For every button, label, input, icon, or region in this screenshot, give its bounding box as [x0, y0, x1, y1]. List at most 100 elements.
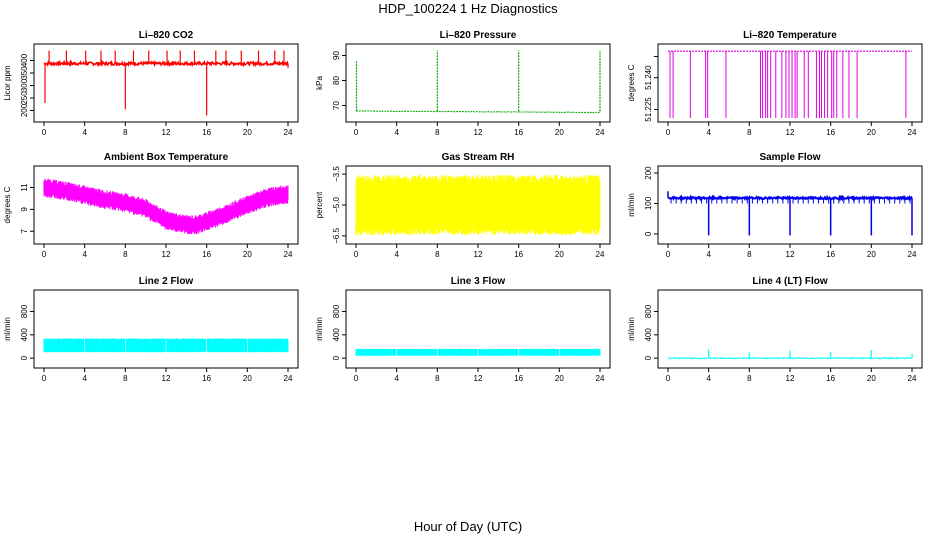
series	[43, 338, 289, 353]
panel-title: Li–820 Temperature	[743, 30, 837, 41]
x-tick-label: 12	[474, 128, 483, 137]
y-tick-label: 0	[332, 355, 341, 360]
x-tick-label: 0	[42, 250, 47, 259]
panel-title: Li–820 Pressure	[440, 30, 517, 41]
y-tick-label: 80	[332, 76, 341, 85]
x-tick-label: 24	[596, 374, 605, 383]
x-tick-label: 4	[394, 128, 399, 137]
panel-9: Line 4 (LT) Flow ml/min 0 4 8 12 16 20 24 0 400 800	[627, 276, 923, 383]
panel-title: Line 3 Flow	[451, 276, 506, 287]
y-tick-label: 800	[644, 304, 653, 318]
x-tick-label: 12	[786, 250, 795, 259]
x-tick-label: 4	[394, 374, 399, 383]
y-axis-label: kPa	[315, 76, 324, 90]
panel-title: Line 2 Flow	[139, 276, 194, 287]
x-tick-label: 16	[826, 250, 835, 259]
series	[668, 50, 912, 118]
x-tick-label: 24	[596, 250, 605, 259]
y-tick-label: 800	[332, 304, 341, 318]
panel-title: Line 4 (LT) Flow	[752, 276, 828, 287]
x-axis-label: Hour of Day (UTC)	[413, 519, 523, 534]
y-tick-label: 11	[20, 183, 29, 192]
x-tick-label: 0	[666, 374, 671, 383]
y-tick-label: 400	[20, 328, 29, 342]
series-line	[355, 110, 601, 114]
x-tick-label: 24	[908, 374, 917, 383]
y-axis-label: degrees C	[627, 64, 636, 101]
x-tick-label: 12	[162, 374, 171, 383]
x-tick-label: 16	[514, 250, 523, 259]
x-tick-label: 12	[162, 250, 171, 259]
panel-3: Li–820 Temperature degrees C 0 4 8 12 16 20 24 51…	[627, 30, 923, 137]
series-band	[43, 178, 289, 235]
x-tick-label: 0	[354, 128, 359, 137]
y-axis-label: ml/min	[315, 317, 324, 341]
plot-frame	[33, 289, 299, 369]
panel-2: Li–820 Pressure kPa 0 4 8 12 16 20 24 70 80 90	[315, 30, 611, 137]
y-tick-label: 0	[644, 231, 653, 236]
x-tick-label: 24	[284, 374, 293, 383]
y-tick-label: 9	[20, 207, 29, 212]
series-band	[355, 348, 601, 356]
x-tick-label: 12	[786, 128, 795, 137]
y-tick-label: 51.240	[644, 65, 653, 90]
x-tick-label: 12	[786, 374, 795, 383]
x-tick-label: 24	[908, 250, 917, 259]
x-tick-label: 16	[202, 250, 211, 259]
series-line	[43, 59, 289, 68]
x-tick-label: 16	[826, 128, 835, 137]
x-tick-label: 24	[596, 128, 605, 137]
x-tick-label: 8	[747, 250, 752, 259]
x-tick-label: 20	[555, 128, 564, 137]
x-tick-label: 20	[867, 128, 876, 137]
panel-title: Li–820 CO2	[139, 30, 194, 41]
x-tick-label: 16	[826, 374, 835, 383]
series	[667, 191, 913, 236]
panel-1: Li–820 CO2 Licor ppm 0 4 8 12 16 20 24 2002503003…	[3, 30, 299, 137]
x-tick-label: 8	[435, 128, 440, 137]
y-tick-label: 200	[644, 166, 653, 180]
x-tick-label: 8	[435, 250, 440, 259]
panel-8: Line 3 Flow ml/min 0 4 8 12 16 20 24 0 400 800	[315, 276, 611, 383]
x-tick-label: 12	[162, 128, 171, 137]
x-tick-label: 24	[284, 250, 293, 259]
x-tick-label: 20	[243, 250, 252, 259]
x-tick-label: 20	[243, 128, 252, 137]
y-tick-label: 800	[20, 304, 29, 318]
x-tick-label: 16	[202, 128, 211, 137]
plot-frame	[657, 43, 923, 123]
x-tick-label: 8	[747, 374, 752, 383]
y-tick-label: 400	[644, 328, 653, 342]
x-tick-label: 20	[555, 250, 564, 259]
x-tick-label: 16	[514, 128, 523, 137]
x-tick-label: 4	[82, 250, 87, 259]
series	[43, 178, 289, 235]
x-tick-label: 4	[706, 128, 711, 137]
panel-4: Ambient Box Temperature degrees C 0 4 8 12 16 2…	[3, 152, 299, 259]
y-axis-label: degrees C	[3, 186, 12, 223]
y-axis-label: percent	[315, 191, 324, 218]
series	[355, 174, 601, 236]
panel-5: Gas Stream RH percent 0 4 8 12 16 20 24 −3.5 −5.0 −…	[315, 152, 611, 259]
y-axis-label: ml/min	[3, 317, 12, 341]
x-tick-label: 20	[243, 374, 252, 383]
panel-title: Sample Flow	[759, 152, 820, 163]
x-tick-label: 8	[123, 128, 128, 137]
x-tick-label: 16	[202, 374, 211, 383]
series-band	[43, 338, 289, 353]
y-tick-label: 300	[20, 78, 29, 92]
x-tick-label: 0	[42, 128, 47, 137]
x-tick-label: 4	[82, 128, 87, 137]
x-tick-label: 4	[82, 374, 87, 383]
series-band	[355, 174, 601, 236]
x-tick-label: 24	[284, 128, 293, 137]
x-tick-label: 4	[394, 250, 399, 259]
panel-title: Gas Stream RH	[442, 152, 515, 163]
plot-frame	[345, 289, 611, 369]
x-tick-label: 12	[474, 374, 483, 383]
x-tick-label: 24	[908, 128, 917, 137]
y-axis-label: ml/min	[627, 317, 636, 341]
panel-7: Line 2 Flow ml/min 0 4 8 12 16 20 24 0 400 800	[3, 276, 299, 383]
series	[43, 50, 289, 116]
plot-frame	[345, 43, 611, 123]
